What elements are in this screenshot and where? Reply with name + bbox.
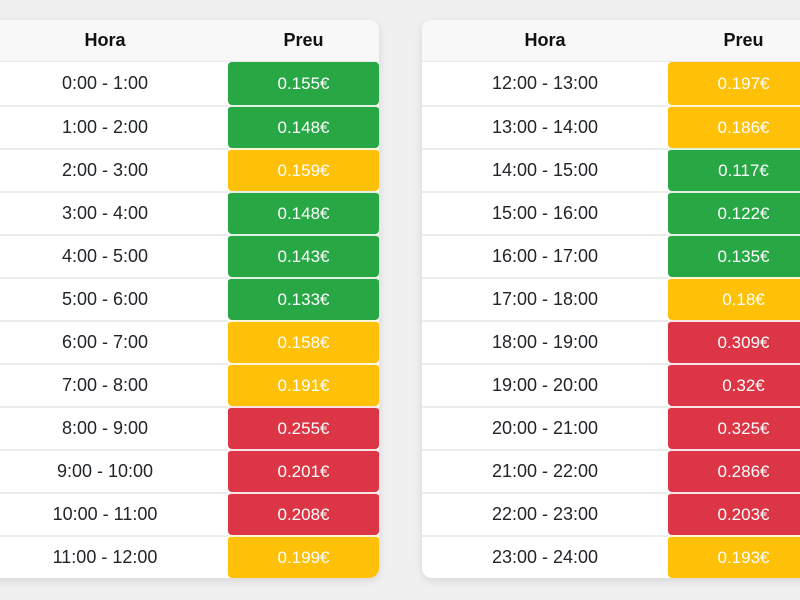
hora-cell: 15:00 - 16:00 — [422, 191, 668, 234]
header-preu: Preu — [723, 30, 764, 50]
hora-cell: 9:00 - 10:00 — [0, 449, 228, 492]
preu-cell: 0.122€ — [668, 191, 800, 234]
hora-cell: 22:00 - 23:00 — [422, 492, 668, 535]
hora-cell: 10:00 - 11:00 — [0, 492, 228, 535]
preu-cell: 0.201€ — [228, 449, 379, 492]
table-row: 11:00 - 12:00 0.199€ — [0, 535, 379, 578]
hora-cell: 4:00 - 5:00 — [0, 234, 228, 277]
table-row: 3:00 - 4:00 0.148€ — [0, 191, 379, 234]
hora-cell: 11:00 - 12:00 — [0, 535, 228, 578]
hora-cell: 6:00 - 7:00 — [0, 320, 228, 363]
hora-cell: 16:00 - 17:00 — [422, 234, 668, 277]
preu-cell: 0.135€ — [668, 234, 800, 277]
preu-cell: 0.186€ — [668, 105, 800, 148]
hora-cell: 21:00 - 22:00 — [422, 449, 668, 492]
price-tables: Hora Preu 0:00 - 1:00 0.155€ 1:00 - 2:00… — [0, 20, 800, 578]
table-row: 7:00 - 8:00 0.191€ — [0, 363, 379, 406]
table-row: 12:00 - 13:00 0.197€ — [422, 62, 800, 105]
hora-cell: 8:00 - 9:00 — [0, 406, 228, 449]
table-row: 17:00 - 18:00 0.18€ — [422, 277, 800, 320]
table-body: 0:00 - 1:00 0.155€ 1:00 - 2:00 0.148€ 2:… — [0, 62, 379, 578]
table-row: 1:00 - 2:00 0.148€ — [0, 105, 379, 148]
preu-cell: 0.159€ — [228, 148, 379, 191]
hora-cell: 14:00 - 15:00 — [422, 148, 668, 191]
hora-cell: 19:00 - 20:00 — [422, 363, 668, 406]
table-row: 0:00 - 1:00 0.155€ — [0, 62, 379, 105]
table-header: Hora Preu — [422, 20, 800, 62]
hora-cell: 18:00 - 19:00 — [422, 320, 668, 363]
table-row: 19:00 - 20:00 0.32€ — [422, 363, 800, 406]
preu-cell: 0.309€ — [668, 320, 800, 363]
preu-cell: 0.203€ — [668, 492, 800, 535]
table-row: 15:00 - 16:00 0.122€ — [422, 191, 800, 234]
price-table-card-1: Hora Preu 0:00 - 1:00 0.155€ 1:00 - 2:00… — [0, 20, 379, 578]
hora-cell: 17:00 - 18:00 — [422, 277, 668, 320]
preu-cell: 0.133€ — [228, 277, 379, 320]
preu-cell: 0.199€ — [228, 535, 379, 578]
table-header: Hora Preu — [0, 20, 379, 62]
preu-cell: 0.208€ — [228, 492, 379, 535]
preu-cell: 0.18€ — [668, 277, 800, 320]
preu-cell: 0.117€ — [668, 148, 800, 191]
header-hora: Hora — [84, 30, 126, 50]
preu-cell: 0.158€ — [228, 320, 379, 363]
hora-cell: 5:00 - 6:00 — [0, 277, 228, 320]
hora-cell: 0:00 - 1:00 — [0, 62, 228, 105]
table-row: 20:00 - 21:00 0.325€ — [422, 406, 800, 449]
price-table-card-2: Hora Preu 12:00 - 13:00 0.197€ 13:00 - 1… — [422, 20, 800, 578]
table-row: 9:00 - 10:00 0.201€ — [0, 449, 379, 492]
preu-cell: 0.148€ — [228, 105, 379, 148]
hora-cell: 7:00 - 8:00 — [0, 363, 228, 406]
table-row: 14:00 - 15:00 0.117€ — [422, 148, 800, 191]
preu-cell: 0.286€ — [668, 449, 800, 492]
table-row: 4:00 - 5:00 0.143€ — [0, 234, 379, 277]
hora-cell: 2:00 - 3:00 — [0, 148, 228, 191]
table-row: 6:00 - 7:00 0.158€ — [0, 320, 379, 363]
hora-cell: 1:00 - 2:00 — [0, 105, 228, 148]
table-row: 16:00 - 17:00 0.135€ — [422, 234, 800, 277]
header-hora: Hora — [524, 30, 566, 50]
hora-cell: 20:00 - 21:00 — [422, 406, 668, 449]
preu-cell: 0.32€ — [668, 363, 800, 406]
hora-cell: 23:00 - 24:00 — [422, 535, 668, 578]
preu-cell: 0.325€ — [668, 406, 800, 449]
table-row: 2:00 - 3:00 0.159€ — [0, 148, 379, 191]
table-row: 5:00 - 6:00 0.133€ — [0, 277, 379, 320]
hora-cell: 3:00 - 4:00 — [0, 191, 228, 234]
preu-cell: 0.155€ — [228, 62, 379, 105]
header-preu: Preu — [283, 30, 324, 50]
table-body: 12:00 - 13:00 0.197€ 13:00 - 14:00 0.186… — [422, 62, 800, 578]
hora-cell: 12:00 - 13:00 — [422, 62, 668, 105]
preu-cell: 0.193€ — [668, 535, 800, 578]
table-row: 23:00 - 24:00 0.193€ — [422, 535, 800, 578]
table-row: 22:00 - 23:00 0.203€ — [422, 492, 800, 535]
table-row: 10:00 - 11:00 0.208€ — [0, 492, 379, 535]
hora-cell: 13:00 - 14:00 — [422, 105, 668, 148]
preu-cell: 0.255€ — [228, 406, 379, 449]
preu-cell: 0.197€ — [668, 62, 800, 105]
table-row: 21:00 - 22:00 0.286€ — [422, 449, 800, 492]
table-row: 13:00 - 14:00 0.186€ — [422, 105, 800, 148]
table-row: 8:00 - 9:00 0.255€ — [0, 406, 379, 449]
table-row: 18:00 - 19:00 0.309€ — [422, 320, 800, 363]
preu-cell: 0.148€ — [228, 191, 379, 234]
preu-cell: 0.143€ — [228, 234, 379, 277]
preu-cell: 0.191€ — [228, 363, 379, 406]
